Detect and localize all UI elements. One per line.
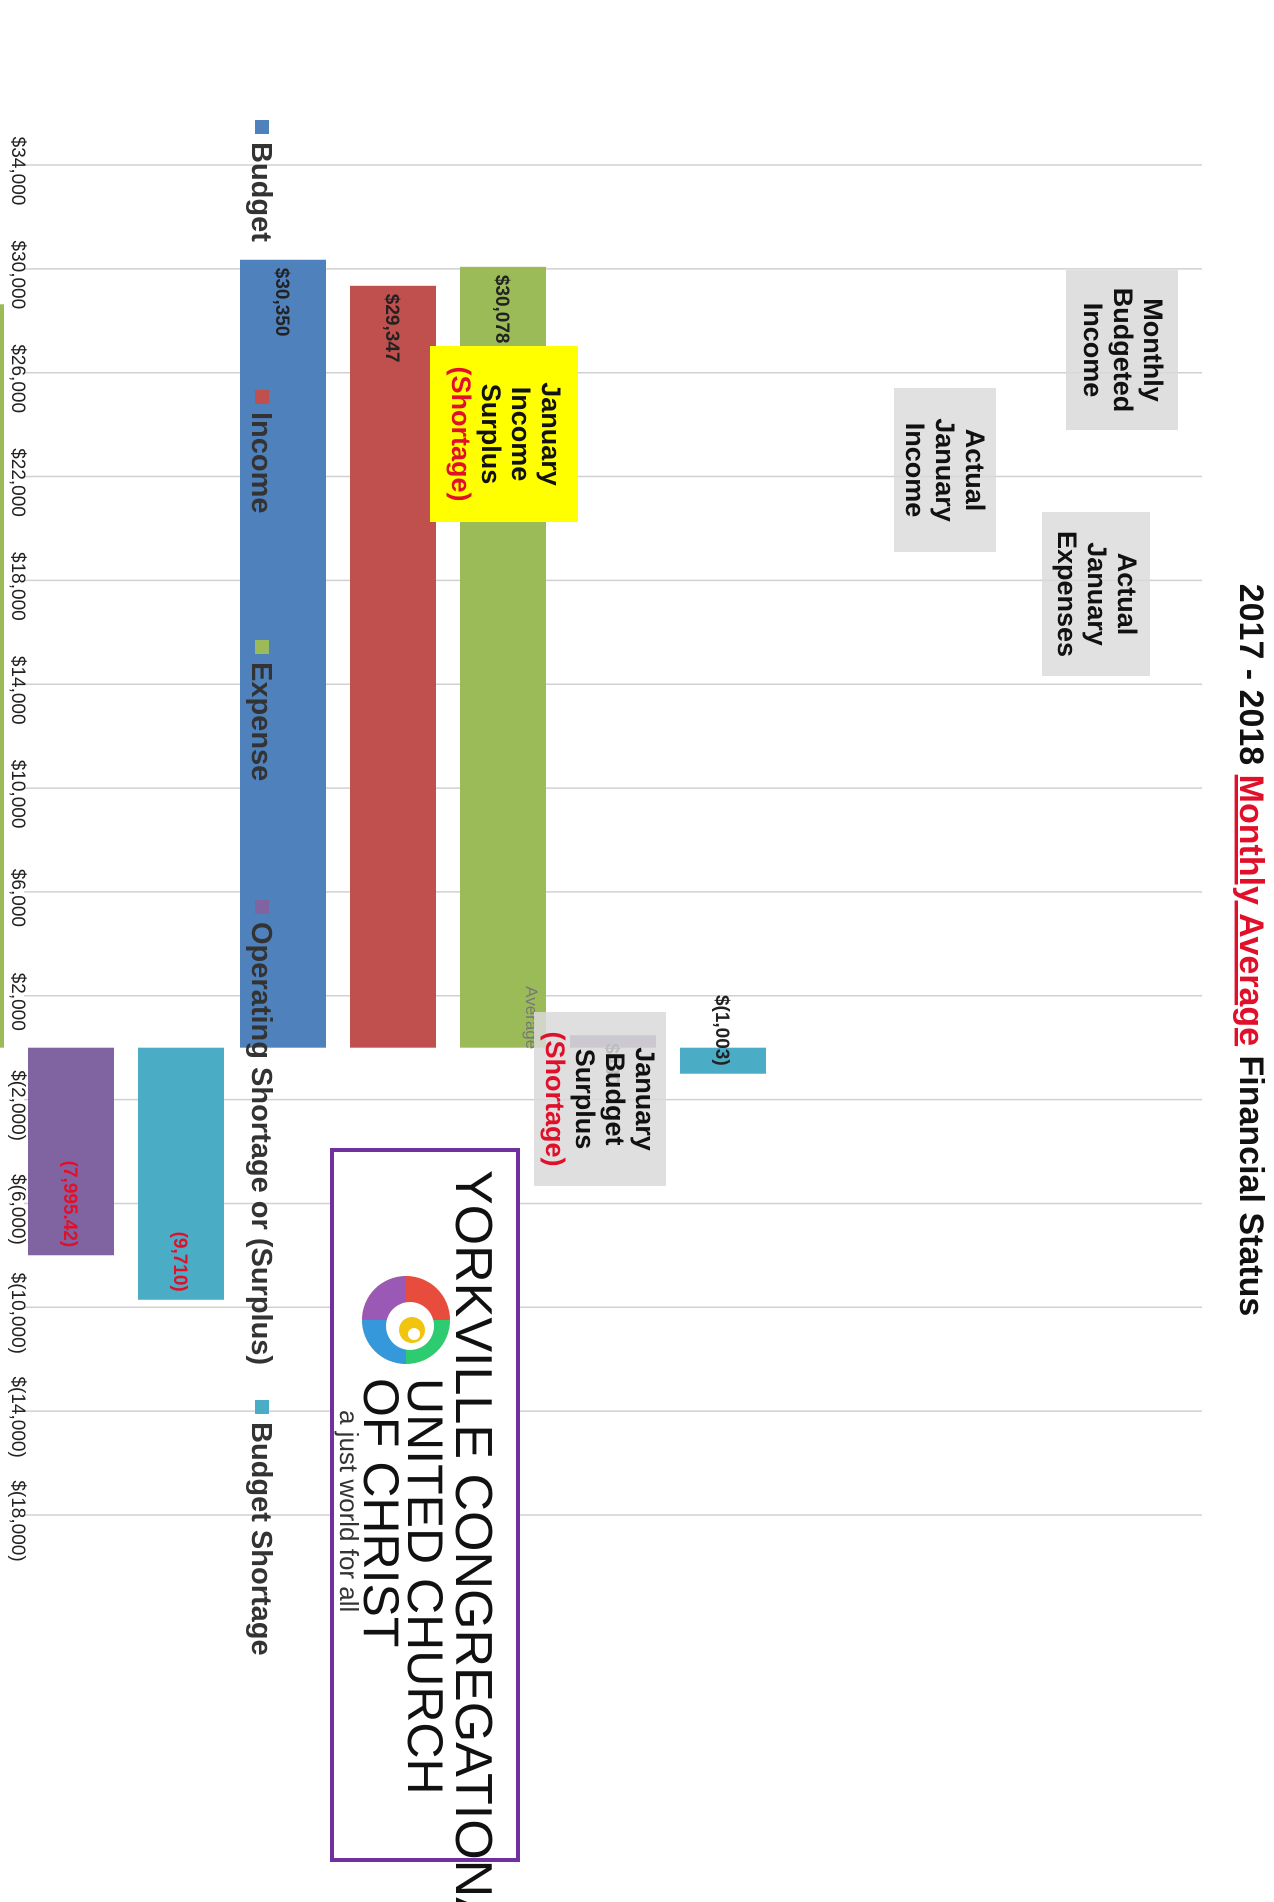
value-label: $30,350 [271,268,292,337]
y-tick-label: $(10,000) [7,1273,28,1354]
annotation-line: Surplus [570,1049,600,1150]
value-label: $30,078 [491,275,512,344]
legend-label: Operating Shortage or (Surplus) [245,922,277,1365]
y-axis-ticks: $34,000 $30,000 $26,000 $22,000 $18,000 $14,0… [7,137,28,1562]
legend-label: Budget Shortage [245,1422,277,1656]
chart-title: 2017 - 2018 Monthly Average Financial St… [1232,584,1270,1317]
annotation-line: January [630,1047,660,1151]
legend-label: Expense [245,662,277,781]
y-tick-label: $10,000 [7,760,28,829]
title-prefix: 2017 - 2018 [1232,584,1270,775]
bar-budget-shortage-january [138,1047,224,1300]
value-label: (7,995.42) [59,1161,80,1248]
ucc-swirl-icon [362,1276,450,1364]
title-suffix: Financial Status [1232,1046,1270,1316]
legend-swatch [255,640,269,654]
annotation-line: Surplus [476,384,506,485]
annotation-line: Budgeted [1108,288,1138,413]
church-logo: YORKVILLE CONGREGATIONAL UNITED CHURCH O… [330,1148,520,1902]
annotation-actual-january-expenses: Actual January Expenses [1042,512,1150,676]
annotation-line: (Shortage) [540,1032,570,1167]
legend-swatch [255,390,269,404]
annotation-line: Budget [600,1053,630,1146]
annotation-january-budget-surplus: January Budget Surplus (Shortage) [534,1012,666,1186]
y-tick-label: $(14,000) [7,1376,28,1457]
annotation-line: January [1082,542,1112,646]
y-tick-label: $22,000 [7,448,28,517]
logo-line-2: UNITED CHURCH [397,1378,453,1795]
legend-label: Income [245,412,277,514]
logo-name: YORKVILLE CONGREGATIONAL [444,1170,502,1902]
logo-tagline: a just world for all [334,1410,364,1612]
legend-label: Budget [245,142,277,242]
value-label: $29,347 [381,294,402,363]
annotation-line: January [930,418,960,522]
y-tick-label: $2,000 [7,973,28,1031]
annotation-january-income-surplus: January Income Surplus (Shortage) [430,346,578,522]
bar-budget-average [240,259,326,1048]
value-labels: $30,350$20,641$28,636(7,995.42)(9,710)$3… [59,268,732,1292]
y-tick-label: $18,000 [7,552,28,621]
y-tick-label: $6,000 [7,869,28,927]
bar-expense-january [0,304,4,1048]
legend: Budget Income Expense Operating Shortage or… [245,120,277,1656]
title-emphasis: Monthly Average [1232,775,1270,1046]
y-tick-label: $26,000 [7,344,28,413]
y-tick-label: $(18,000) [7,1480,28,1561]
bar-operating-shortage-or-surplus--january [28,1047,114,1256]
annotation-line: Expenses [1052,531,1082,657]
legend-swatch [255,120,269,134]
legend-swatch [255,1400,269,1414]
annotation-line: Income [506,387,536,482]
annotation-line: Actual [960,429,990,512]
annotation-line: January [536,382,566,486]
legend-swatch [255,900,269,914]
annotation-line: Income [1078,303,1108,398]
y-tick-label: $34,000 [7,137,28,206]
bar-income-average [350,285,436,1048]
gridlines [24,164,1202,1516]
annotation-actual-january-income: Actual January Income [894,388,996,552]
bar-budget-shortage-average [680,1047,766,1074]
y-tick-label: $(2,000) [7,1070,28,1141]
annotation-line: Monthly [1138,298,1168,401]
y-tick-label: $(6,000) [7,1174,28,1245]
value-label: (9,710) [169,1232,190,1292]
annotation-line: (Shortage) [446,367,476,502]
value-label: $(1,003) [711,995,732,1066]
annotation-line: Income [900,423,930,518]
y-tick-label: $14,000 [7,656,28,725]
annotation-monthly-budgeted-income: Monthly Budgeted Income [1066,270,1178,430]
annotation-line: Actual [1112,553,1142,636]
logo-line-3: OF CHRIST [353,1378,409,1647]
y-tick-label: $30,000 [7,241,28,310]
